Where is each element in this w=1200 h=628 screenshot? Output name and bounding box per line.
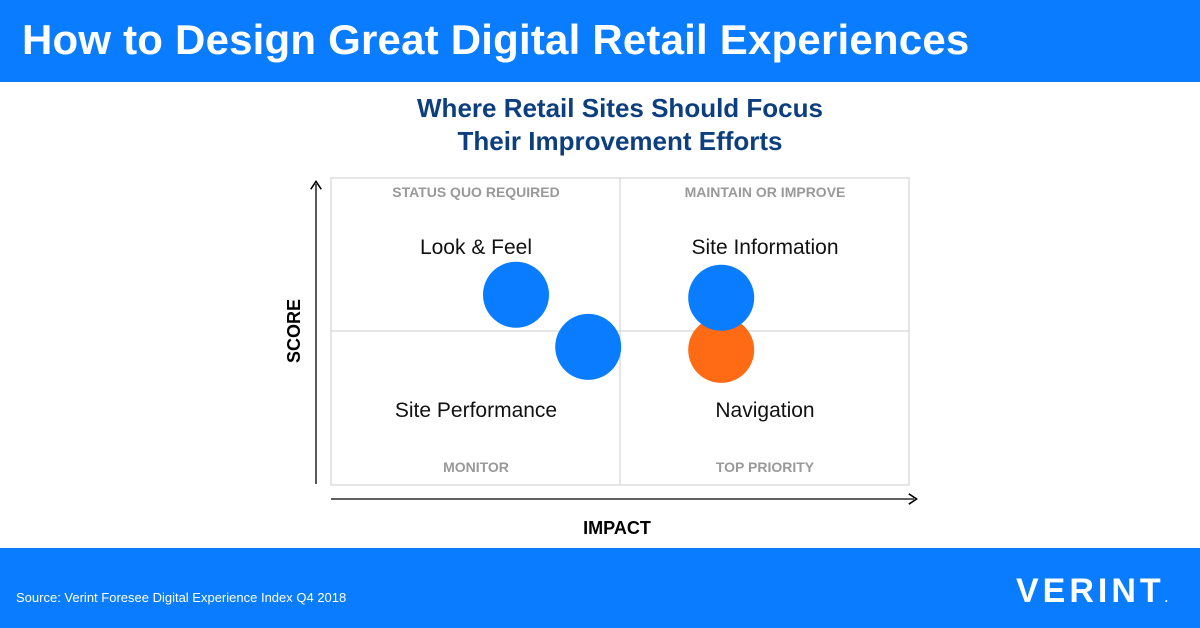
quadrant-label-top-priority: TOP PRIORITY (716, 459, 815, 475)
y-axis-label: SCORE (284, 299, 304, 363)
category-label-navigation: Navigation (715, 399, 814, 422)
header-banner: How to Design Great Digital Retail Exper… (0, 0, 1200, 82)
chart-title: Where Retail Sites Should Focus Their Im… (300, 92, 940, 158)
data-points (483, 261, 755, 383)
category-label-site-performance: Site Performance (395, 399, 557, 422)
page-title: How to Design Great Digital Retail Exper… (22, 16, 970, 63)
quadrant-label-status-quo: STATUS QUO REQUIRED (392, 184, 560, 200)
logo-mark: . (1164, 591, 1168, 605)
quadrant-label-monitor: MONITOR (443, 459, 509, 475)
point-navigation (688, 316, 755, 383)
category-label-look-and-feel: Look & Feel (420, 236, 532, 259)
category-label-site-information: Site Information (691, 236, 838, 259)
verint-logo: VERINT. (1016, 572, 1168, 611)
logo-text: VERINT (1015, 572, 1165, 610)
point-site-information (688, 264, 755, 331)
chart-title-line-1: Where Retail Sites Should Focus (417, 93, 823, 123)
source-note: Source: Verint Foresee Digital Experienc… (16, 590, 347, 605)
point-look-feel (483, 261, 549, 328)
quadrant-label-maintain: MAINTAIN OR IMPROVE (685, 184, 846, 200)
x-axis-label: IMPACT (583, 518, 651, 538)
chart-title-line-2: Their Improvement Efforts (457, 126, 783, 156)
footer-banner: Source: Verint Foresee Digital Experienc… (0, 548, 1200, 628)
point-site-performance (555, 313, 622, 380)
